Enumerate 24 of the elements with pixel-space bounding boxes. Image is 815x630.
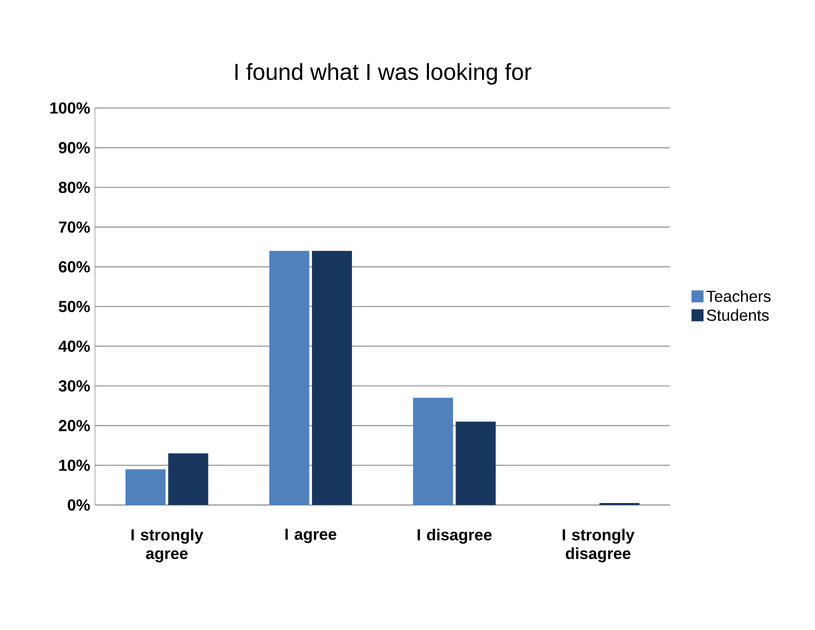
y-tick-label: 50% — [58, 300, 90, 312]
bar — [126, 469, 166, 505]
bar — [413, 398, 454, 505]
legend-label: Teachers — [706, 290, 771, 302]
bar — [456, 422, 496, 505]
y-tick-label: 40% — [58, 340, 90, 352]
bar — [269, 250, 310, 505]
legend-label: Students — [706, 309, 769, 321]
bar — [168, 453, 208, 505]
x-tick-label: I strongly disagree — [562, 528, 634, 562]
y-tick-label: 10% — [59, 460, 90, 471]
y-tick-label: 0% — [68, 499, 90, 511]
y-tick-label: 90% — [58, 142, 90, 154]
x-tick-label: I strongly agree — [131, 528, 204, 562]
x-tick-label: I disagree — [418, 528, 492, 544]
bar — [312, 250, 352, 505]
y-tick-label: 30% — [58, 380, 90, 392]
x-tick-label: I agree — [285, 528, 336, 544]
y-tick-label: 60% — [58, 261, 90, 272]
y-tick-label: 80% — [58, 182, 90, 194]
y-tick-label: 70% — [58, 221, 90, 233]
y-tick-label: 100% — [50, 102, 90, 114]
y-tick-label: 20% — [58, 420, 90, 432]
chart-title: I found what I was looking for — [235, 63, 532, 85]
